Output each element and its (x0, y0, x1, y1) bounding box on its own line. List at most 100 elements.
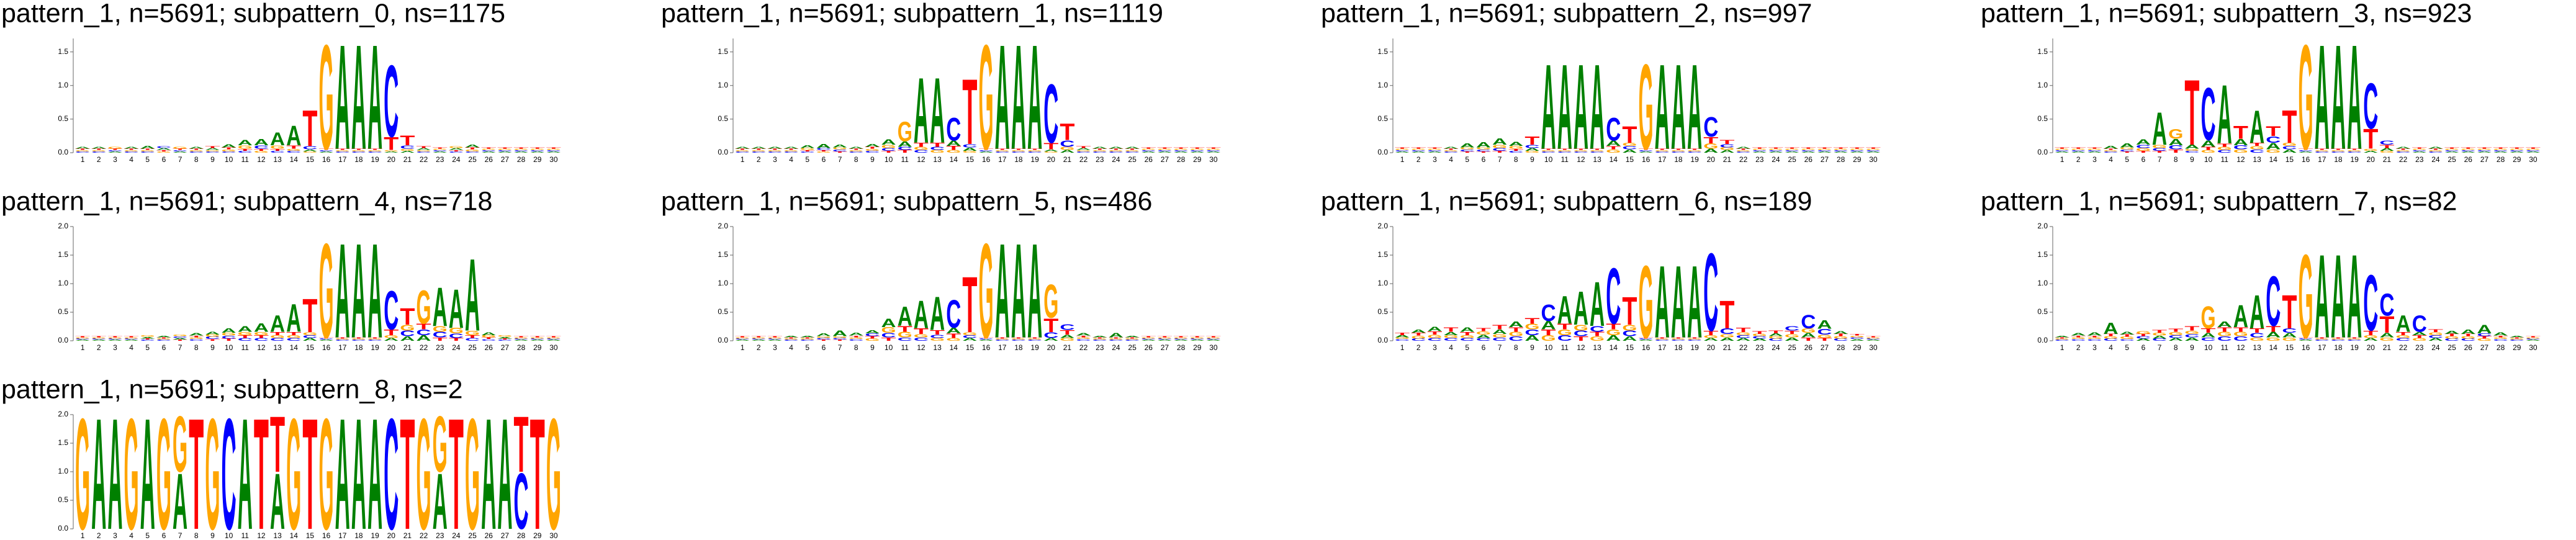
logo-letter: G (302, 151, 317, 153)
logo-letter: G (1157, 337, 1172, 339)
x-tick-label: 1 (81, 155, 85, 164)
logo-letter: A (1206, 151, 1221, 153)
logo-letter: C (1703, 112, 1718, 143)
logo-letter: T (124, 336, 139, 338)
logo-letter: C (2249, 332, 2264, 339)
logo-letter: G (898, 331, 912, 340)
logo-letter: A (400, 150, 415, 153)
logo-letter: T (930, 329, 945, 336)
logo-letter: C (2266, 134, 2281, 145)
logo-letter: G (2282, 336, 2297, 342)
logo-letter: G (400, 324, 415, 333)
logo-letter: T (2477, 147, 2492, 149)
logo-letter: G (946, 338, 961, 342)
logo-letter: A (816, 143, 831, 150)
logo-letter: A (173, 457, 187, 540)
logo-letter: C (2087, 150, 2102, 151)
logo-letter: G (2136, 331, 2151, 335)
logo-letter: A (2347, 14, 2362, 181)
logo-letter: C (1109, 151, 1124, 153)
logo-letter: G (849, 337, 863, 340)
y-tick-label: 1.5 (1377, 250, 1388, 259)
logo-letter: G (1671, 150, 1686, 151)
logo-letter: C (1395, 150, 1410, 151)
logo-letter: C (2233, 145, 2248, 151)
logo-letter: G (1460, 147, 1475, 150)
logo-letter: A (91, 340, 106, 341)
logo-letter: G (2055, 148, 2069, 150)
x-tick-label: 19 (1030, 343, 1039, 352)
logo-letter: T (433, 147, 448, 149)
logo-letter: A (1492, 328, 1507, 335)
logo-letter: A (1671, 245, 1686, 360)
logo-letter: A (497, 336, 513, 339)
logo-letter: A (465, 238, 480, 353)
logo-letter: T (2428, 148, 2443, 150)
x-tick-label: 10 (225, 155, 233, 164)
x-tick-label: 3 (113, 343, 117, 352)
x-tick-label: 5 (145, 343, 150, 352)
logo-letter: A (335, 385, 350, 540)
logo-letter: A (2379, 148, 2394, 152)
logo-letter: T (1060, 329, 1075, 336)
x-tick-label: 22 (420, 343, 428, 352)
x-tick-label: 29 (2513, 343, 2521, 352)
logo-letter: C (2510, 150, 2524, 151)
logo-letter: A (1687, 245, 1702, 360)
logo-letter: T (2249, 327, 2265, 334)
logo-letter: T (2510, 147, 2524, 149)
x-tick-label: 30 (2529, 343, 2538, 352)
logo-letter: A (2379, 332, 2394, 339)
logo-letter: T (832, 340, 847, 341)
logo-letter: T (2331, 148, 2346, 150)
x-tick-label: 29 (1193, 343, 1202, 352)
logo-letter: G (2152, 332, 2167, 336)
logo-letter: C (751, 151, 766, 153)
logo-letter: G (1076, 150, 1091, 151)
logo-letter: C (2428, 151, 2443, 153)
logo-letter: C (384, 280, 399, 341)
x-tick-label: 19 (1030, 155, 1039, 164)
logo-letter: T (254, 385, 269, 540)
x-tick-label: 20 (1047, 155, 1056, 164)
logo-letter: T (751, 148, 766, 150)
logo-letter: G (2120, 336, 2135, 340)
logo-letter: T (222, 338, 236, 342)
logo-letter: T (914, 327, 929, 336)
logo-letter: A (1687, 39, 1702, 175)
logo-letter: T (1785, 147, 1799, 149)
logo-letter: T (481, 337, 496, 340)
logo-letter: A (530, 151, 545, 153)
logo-letter: T (1427, 147, 1442, 149)
logo-letter: G (800, 338, 815, 340)
logo-letter: T (254, 148, 269, 151)
x-tick-label: 11 (1561, 155, 1569, 164)
x-tick-label: 5 (1465, 343, 1469, 352)
logo-letter: T (1834, 147, 1849, 149)
logo-letter: A (270, 128, 285, 150)
logo-letter: A (2299, 151, 2313, 153)
logo-letter: C (2526, 338, 2541, 340)
logo-letter: T (1719, 139, 1735, 145)
logo-letter: C (2428, 335, 2443, 339)
logo-letter: T (2168, 148, 2183, 153)
logo-letter: T (75, 148, 90, 150)
logo-letter: T (865, 146, 880, 150)
logo-letter: G (417, 150, 431, 151)
logo-letter: A (2152, 335, 2167, 340)
x-tick-label: 30 (549, 343, 558, 352)
logo-letter: G (2184, 148, 2199, 151)
logo-letter: A (1671, 39, 1686, 175)
x-tick-label: 30 (1869, 343, 1878, 352)
x-tick-label: 13 (273, 155, 282, 164)
logo-letter: A (2217, 68, 2232, 161)
x-tick-label: 8 (854, 343, 858, 352)
logo-letter: A (222, 327, 236, 334)
logo-letter: A (497, 151, 512, 153)
logo-letter: G (205, 150, 220, 151)
logo-letter: G (1109, 150, 1124, 151)
logo-letter: C (1476, 149, 1491, 152)
y-tick-label: 0.0 (1377, 336, 1388, 344)
logo-letter: C (140, 340, 155, 341)
